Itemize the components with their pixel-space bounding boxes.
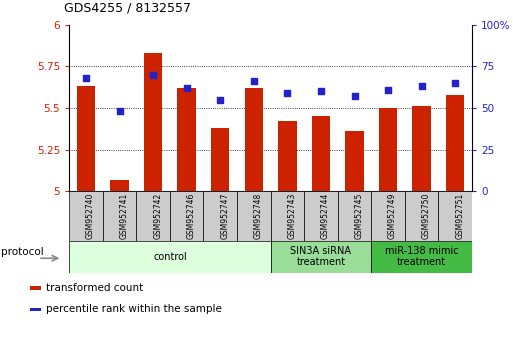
- Text: GDS4255 / 8132557: GDS4255 / 8132557: [64, 1, 191, 14]
- Point: [183, 85, 191, 91]
- Bar: [110, 179, 129, 191]
- Text: GSM952744: GSM952744: [321, 193, 330, 239]
- Point: [149, 72, 157, 78]
- Text: GSM952740: GSM952740: [86, 193, 95, 239]
- Text: transformed count: transformed count: [46, 283, 143, 293]
- Bar: [69, 191, 103, 241]
- Bar: [170, 191, 204, 241]
- Bar: [30, 308, 41, 311]
- Point: [283, 90, 291, 96]
- Text: GSM952745: GSM952745: [354, 193, 364, 239]
- Text: GSM952743: GSM952743: [287, 193, 297, 239]
- Point: [418, 84, 426, 89]
- Text: SIN3A siRNA
treatment: SIN3A siRNA treatment: [290, 246, 351, 268]
- Point: [451, 80, 459, 86]
- Text: GSM952746: GSM952746: [187, 193, 196, 239]
- Bar: [439, 191, 472, 241]
- Point: [317, 88, 325, 94]
- Bar: [245, 88, 263, 191]
- Point: [216, 97, 224, 102]
- Text: GSM952751: GSM952751: [455, 193, 464, 239]
- Text: GSM952748: GSM952748: [254, 193, 263, 239]
- Bar: [412, 106, 431, 191]
- Point: [350, 93, 359, 99]
- Bar: [177, 88, 196, 191]
- Text: GSM952750: GSM952750: [422, 193, 430, 239]
- Point: [82, 75, 90, 81]
- Bar: [271, 191, 304, 241]
- Bar: [103, 191, 136, 241]
- Bar: [30, 286, 41, 290]
- Bar: [211, 128, 229, 191]
- Text: GSM952742: GSM952742: [153, 193, 162, 239]
- Bar: [77, 86, 95, 191]
- Bar: [379, 108, 397, 191]
- Bar: [271, 241, 371, 273]
- Point: [384, 87, 392, 92]
- Bar: [312, 116, 330, 191]
- Bar: [69, 241, 271, 273]
- Bar: [371, 241, 472, 273]
- Text: control: control: [153, 252, 187, 262]
- Bar: [144, 53, 163, 191]
- Text: miR-138 mimic
treatment: miR-138 mimic treatment: [385, 246, 459, 268]
- Bar: [446, 95, 464, 191]
- Text: GSM952741: GSM952741: [120, 193, 129, 239]
- Bar: [371, 191, 405, 241]
- Bar: [304, 191, 338, 241]
- Text: GSM952749: GSM952749: [388, 193, 397, 239]
- Bar: [278, 121, 297, 191]
- Bar: [345, 131, 364, 191]
- Bar: [405, 191, 439, 241]
- Bar: [136, 191, 170, 241]
- Bar: [204, 191, 237, 241]
- Bar: [338, 191, 371, 241]
- Point: [250, 79, 258, 84]
- Text: protocol: protocol: [2, 247, 44, 257]
- Text: GSM952747: GSM952747: [220, 193, 229, 239]
- Text: percentile rank within the sample: percentile rank within the sample: [46, 304, 222, 314]
- Point: [115, 108, 124, 114]
- Bar: [237, 191, 271, 241]
